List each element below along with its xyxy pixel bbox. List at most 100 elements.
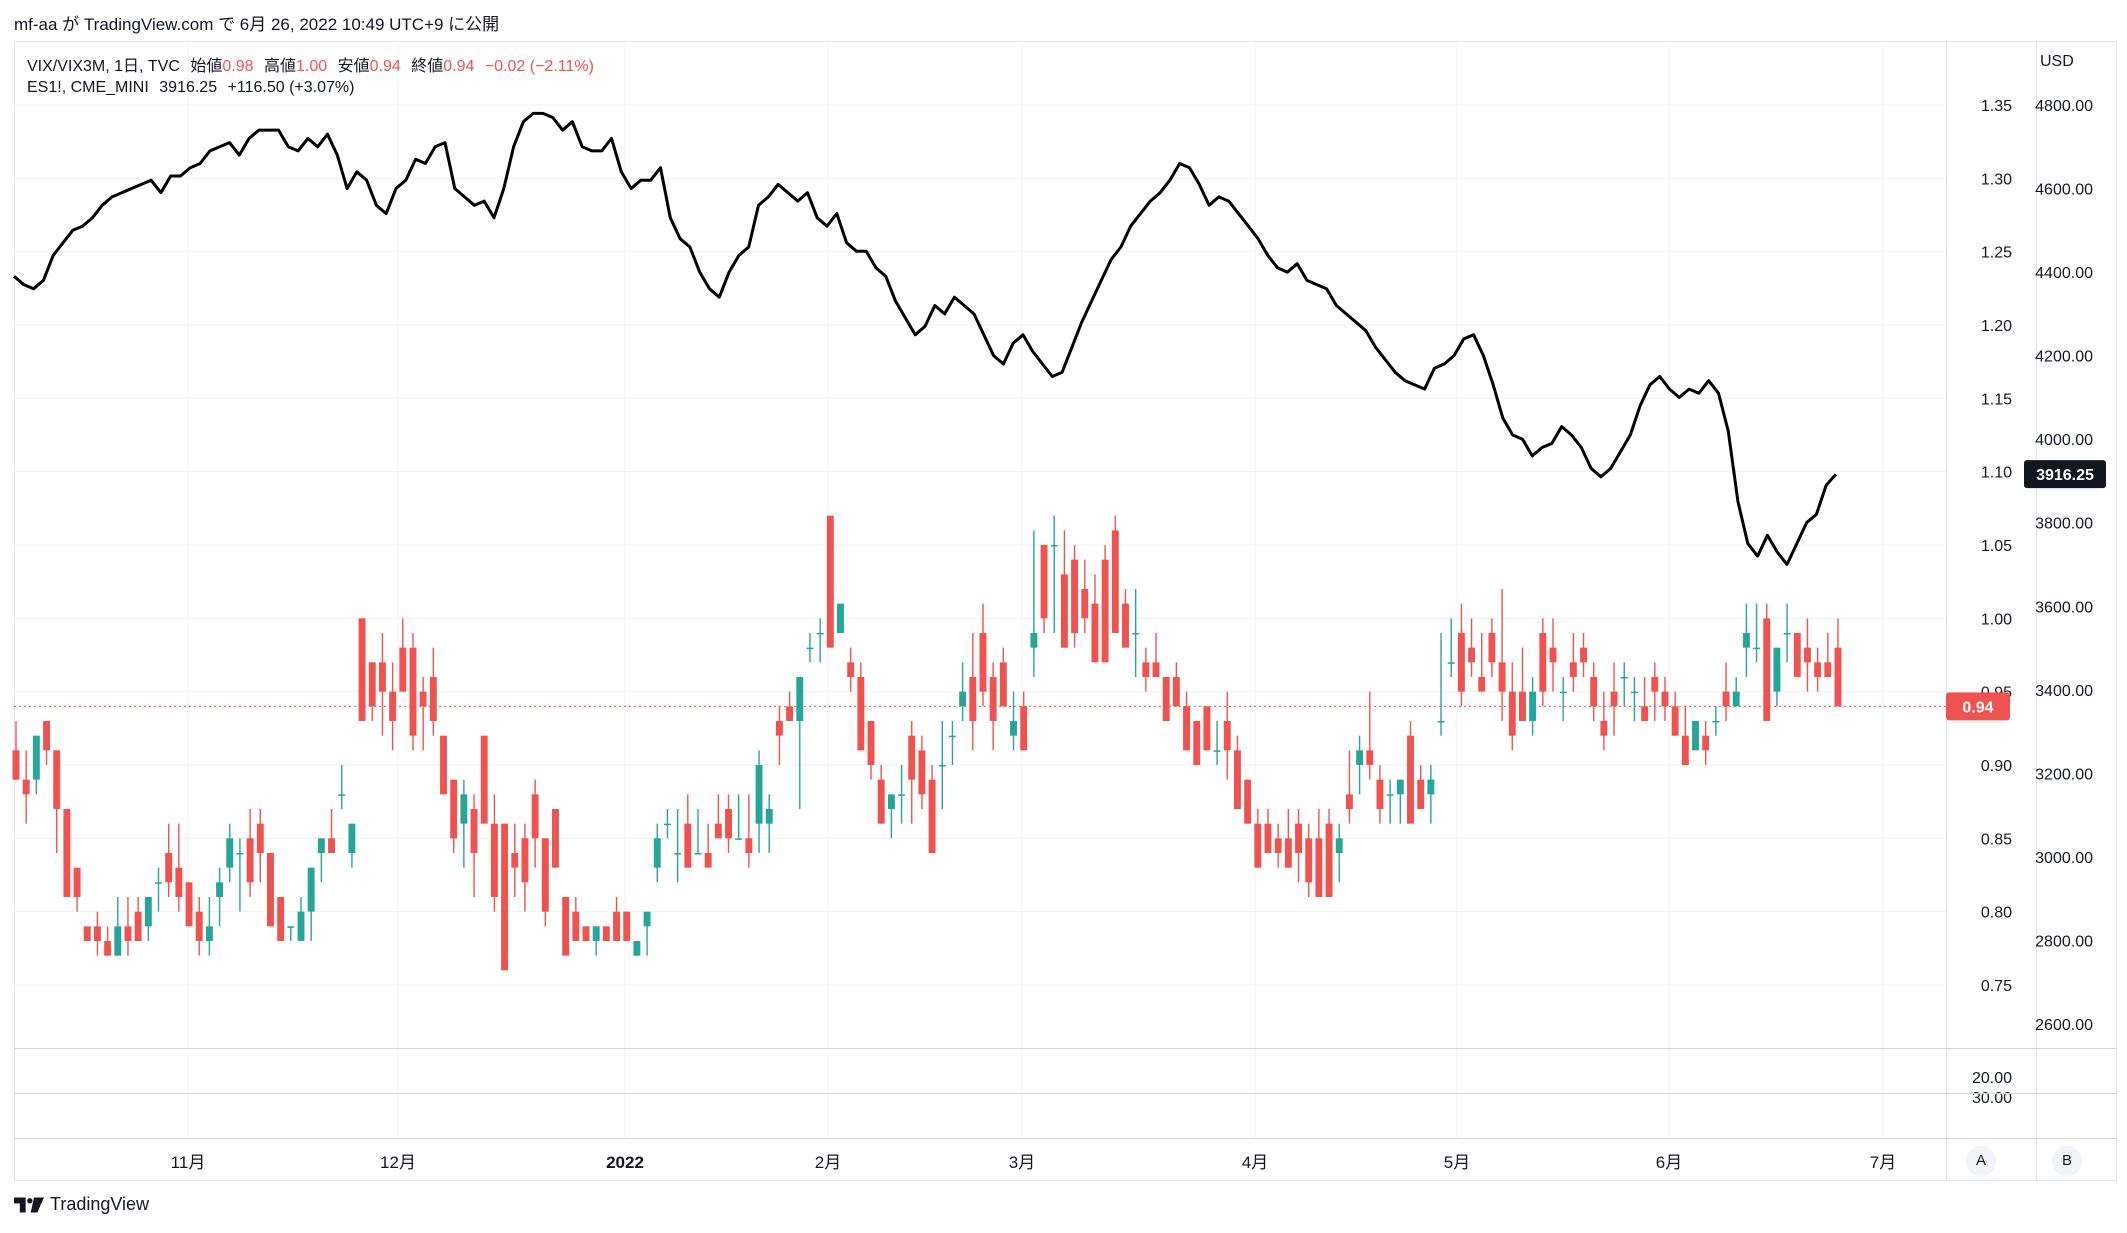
candle-body — [378, 662, 386, 692]
candle — [185, 882, 193, 927]
legend-overlay[interactable]: ES1!, CME_MINI 3916.25 +116.50 (+3.07%) — [27, 79, 354, 97]
candle-body — [643, 911, 651, 927]
candle — [12, 721, 20, 780]
pane-separator-1[interactable] — [14, 1048, 2117, 1049]
candle-body — [714, 823, 722, 839]
tradingview-logo-icon — [14, 1197, 44, 1212]
candle-body — [1284, 838, 1292, 868]
candle — [1305, 823, 1313, 897]
candle — [236, 838, 244, 912]
candle-body — [735, 838, 743, 840]
candle-body — [246, 838, 254, 883]
candle — [704, 823, 712, 868]
candle — [409, 633, 417, 751]
candle-body — [1508, 691, 1516, 736]
candle — [908, 721, 916, 824]
candle — [1417, 765, 1425, 809]
candle — [1213, 721, 1221, 765]
candle-body — [1793, 633, 1801, 677]
candle-body — [1386, 794, 1394, 796]
overlay-last: 3916.25 — [159, 79, 218, 96]
candle — [552, 809, 559, 868]
candle — [1010, 691, 1017, 751]
legend-low: 0.94 — [369, 58, 401, 75]
candle — [1366, 691, 1374, 780]
candle-body — [1539, 633, 1547, 692]
time-tick: 2月 — [815, 1153, 841, 1172]
tradingview-logo[interactable]: TradingView — [14, 1194, 149, 1215]
left-scale-tick: 0.90 — [1981, 758, 2012, 775]
candle-body — [216, 882, 224, 897]
right-scale-tick: 4000.00 — [2035, 432, 2093, 449]
candle-body — [1101, 559, 1109, 663]
candle — [623, 911, 631, 941]
candle-body — [572, 911, 580, 941]
candle — [562, 897, 570, 956]
candle — [1132, 589, 1140, 677]
candle-body — [1396, 779, 1404, 795]
candle-body — [1274, 838, 1282, 853]
candle-body — [684, 823, 692, 868]
candle-body — [1223, 721, 1231, 751]
candle — [1620, 662, 1628, 707]
legend-open-label: 始値 — [190, 58, 223, 75]
candle-body — [1132, 633, 1140, 635]
candle-body — [32, 735, 40, 780]
candle-body — [73, 867, 81, 897]
candle — [155, 867, 162, 912]
log-scale-button[interactable]: B — [2052, 1146, 2082, 1176]
candle-body — [826, 515, 834, 648]
candle — [1671, 691, 1679, 736]
pane-separator-2[interactable] — [14, 1093, 2117, 1094]
auto-scale-button[interactable]: A — [1966, 1146, 1996, 1176]
candle — [1295, 809, 1302, 883]
candle — [175, 823, 183, 912]
candle — [389, 662, 397, 751]
candle — [378, 633, 386, 736]
legend-main[interactable]: VIX/VIX3M, 1日, TVC 始値0.98 高値1.00 安値0.94 … — [27, 52, 594, 76]
right-scale-tick: 3400.00 — [2035, 683, 2093, 700]
right-scale-tick: 3800.00 — [2035, 516, 2093, 533]
candle — [1203, 706, 1211, 751]
candle — [1335, 823, 1343, 883]
candle — [928, 765, 936, 853]
candle — [1569, 633, 1577, 692]
candle-body — [1213, 750, 1221, 752]
candle — [867, 721, 875, 780]
right-price-scale: 4800.00 4600.00 4400.00 4200.00 4000.00 3800.… — [2035, 53, 2093, 1034]
candle — [368, 662, 376, 721]
time-tick: 2022 — [606, 1153, 644, 1172]
candle-body — [928, 779, 936, 853]
candle — [317, 838, 325, 883]
candle-body — [1376, 779, 1384, 809]
candle — [887, 794, 895, 839]
candle-body — [857, 677, 865, 751]
candle-body — [236, 853, 244, 855]
candle-body — [1233, 750, 1241, 809]
candle — [1345, 750, 1353, 824]
time-tick: 4月 — [1242, 1153, 1268, 1172]
candle — [267, 853, 274, 927]
candle-body — [1600, 721, 1608, 736]
candle — [714, 794, 722, 839]
candle — [399, 618, 407, 692]
candle — [837, 603, 844, 633]
candle — [501, 823, 509, 971]
candle — [124, 897, 132, 956]
candle-body — [847, 662, 855, 677]
candle-body — [653, 838, 661, 868]
candle — [1702, 721, 1710, 765]
candle-body — [898, 794, 906, 796]
candle-body — [999, 662, 1007, 707]
time-tick: 6月 — [1656, 1153, 1682, 1172]
vix-last-label: 0.94 — [1962, 699, 1993, 716]
candle-body — [816, 633, 824, 635]
candle-body — [63, 809, 71, 897]
time-tick: 7月 — [1870, 1153, 1896, 1172]
candle — [328, 809, 336, 853]
candle — [1396, 779, 1404, 824]
candle-body — [1620, 677, 1628, 679]
candle-body — [1753, 647, 1761, 650]
candle — [847, 647, 855, 692]
